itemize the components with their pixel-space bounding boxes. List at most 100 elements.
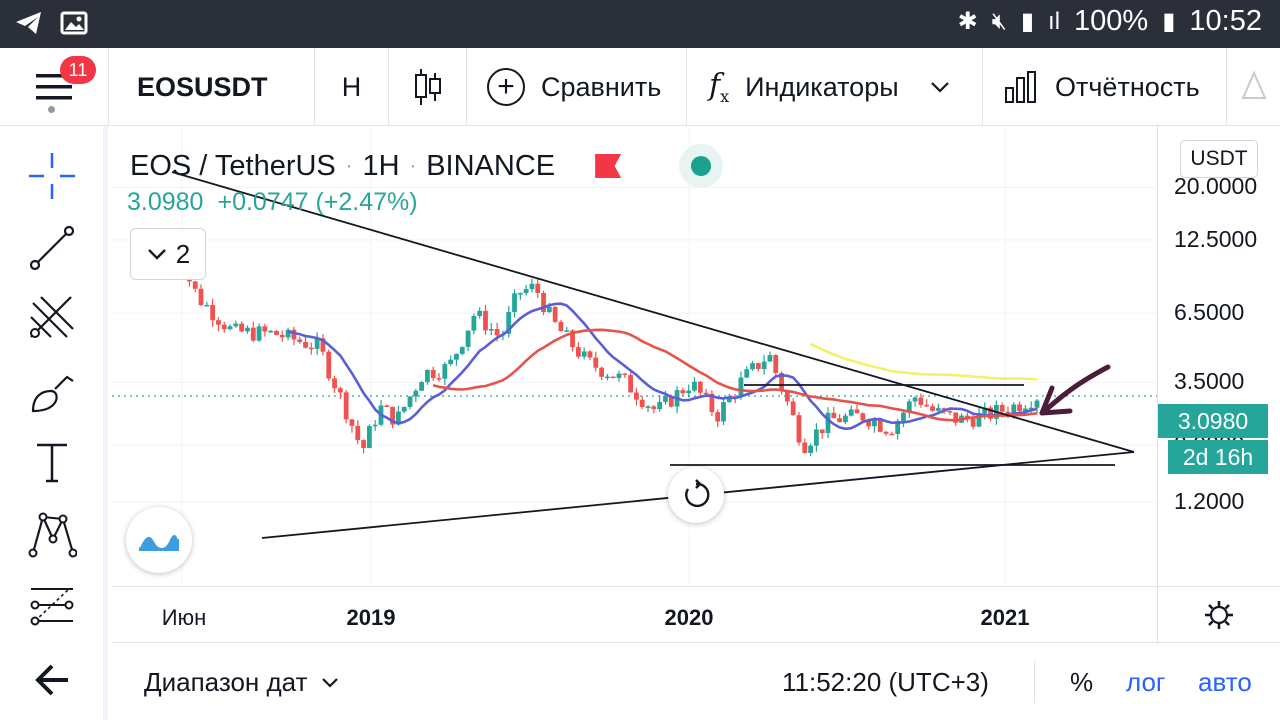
chart-type-button[interactable]	[388, 48, 466, 126]
candle-body	[570, 330, 575, 348]
candle-body	[982, 407, 988, 414]
legend-interval: 1H	[362, 149, 400, 182]
price-chart[interactable]	[112, 126, 1157, 586]
text-icon	[37, 443, 67, 483]
crosshair-tool-button[interactable]	[20, 144, 84, 208]
collapsed-indicators-count: 2	[175, 238, 191, 269]
candle-body	[541, 293, 546, 313]
market-status-indicator[interactable]	[679, 144, 724, 188]
text-tool-button[interactable]	[20, 430, 84, 494]
candle-body	[877, 420, 883, 432]
percent-scale-button[interactable]: %	[1070, 667, 1094, 697]
candle-body	[976, 413, 982, 427]
chart-settings-button[interactable]	[1157, 586, 1280, 642]
candle-body	[767, 355, 773, 362]
price-scale-label: 1.2000	[1174, 488, 1245, 515]
price-scale-label: 12.5000	[1174, 225, 1258, 252]
candle-body	[337, 388, 343, 393]
compare-button[interactable]: + Сравнить	[466, 48, 686, 126]
candle-body	[419, 382, 425, 391]
pitchfork-tool-button[interactable]	[20, 286, 84, 350]
candle-body	[837, 418, 843, 423]
candle-body	[790, 401, 796, 416]
reports-button[interactable]: Отчётность	[982, 48, 1226, 126]
candle-body	[308, 347, 314, 350]
candle-body	[912, 397, 918, 402]
currency-button[interactable]: USDT	[1180, 140, 1258, 178]
candle-body	[384, 405, 390, 407]
indicators-button[interactable]: fx Индикаторы	[686, 48, 982, 126]
tradingview-logo[interactable]	[126, 507, 192, 573]
price-scale[interactable]: USDT 20.000012.50006.50003.50002.00001.2…	[1157, 126, 1280, 586]
indicators-label: Индикаторы	[745, 71, 899, 102]
battery-icon: ▮	[1162, 8, 1176, 35]
auto-scale-button[interactable]: авто	[1198, 667, 1252, 697]
back-button[interactable]	[20, 648, 84, 712]
candle-body	[628, 375, 634, 393]
candle-body	[802, 442, 808, 453]
candle-body	[448, 359, 454, 365]
candle-body	[332, 378, 337, 389]
alert-icon	[1240, 70, 1267, 99]
chart-legend[interactable]: EOS / TetherUS · 1H · BINANCE	[130, 144, 724, 188]
candle-body	[610, 376, 616, 379]
flag-icon[interactable]	[595, 154, 622, 178]
candle-body	[285, 329, 291, 338]
prediction-tool-button[interactable]	[20, 574, 84, 638]
candle-body	[390, 406, 396, 425]
candle-body	[715, 412, 721, 422]
brush-tool-button[interactable]	[20, 360, 84, 424]
candle-body	[396, 411, 401, 425]
candle-body	[750, 363, 755, 370]
symbol-search-button[interactable]: EOSUSDT	[108, 48, 314, 126]
candle-body	[1011, 404, 1017, 415]
time-scale[interactable]: Июн 2019 2020 2021	[112, 586, 1157, 642]
candle-body	[221, 324, 227, 330]
interval-button[interactable]: H	[314, 48, 388, 126]
log-scale-button[interactable]: лог	[1126, 667, 1166, 697]
crosshair-icon	[29, 153, 75, 199]
price-scale-label: 3.5000	[1174, 368, 1245, 395]
candle-body	[843, 415, 848, 423]
trend-line-tool-button[interactable]	[20, 216, 84, 280]
candle-body	[512, 293, 517, 313]
date-range-button[interactable]: Диапазон дат	[144, 667, 339, 698]
candle-body	[639, 399, 645, 407]
gear-icon	[1205, 600, 1233, 629]
annotation-arrow	[1039, 364, 1111, 416]
pattern-tool-button[interactable]	[20, 502, 84, 566]
timezone-clock-button[interactable]: 11:52:20 (UTC+3)	[782, 667, 989, 697]
candle-body	[546, 307, 552, 313]
chevron-down-icon	[147, 249, 166, 260]
candle-body	[268, 330, 274, 333]
candle-body	[256, 326, 262, 341]
candle-body	[192, 281, 198, 289]
chart-pane[interactable]	[112, 126, 1157, 586]
candle-body	[848, 409, 854, 416]
triangle-upper-trend-line	[171, 171, 1135, 453]
candle-body	[1017, 404, 1022, 412]
chevron-down-icon	[322, 677, 339, 688]
reset-chart-button[interactable]	[668, 467, 724, 523]
pitchfork-icon	[30, 296, 74, 338]
candle-body	[970, 418, 976, 427]
trend-line-icon	[29, 225, 75, 271]
candle-body	[686, 390, 692, 394]
notification-badge: 11	[60, 56, 96, 84]
candle-body	[250, 327, 256, 341]
candle-body	[668, 396, 674, 407]
divider	[1034, 661, 1035, 703]
candle-body	[831, 412, 837, 419]
bottom-bar: Диапазон дат 11:52:20 (UTC+3) % лог авто	[112, 642, 1280, 720]
candle-body	[535, 283, 541, 294]
date-range-label: Диапазон дат	[144, 667, 308, 697]
drawing-toolbar	[0, 126, 108, 720]
candle-body	[564, 330, 570, 332]
more-tools-button[interactable]	[1226, 48, 1280, 126]
status-bar: ✱ 🔇︎ ▮ ıl 100% ▮ 10:52	[0, 0, 1280, 48]
candle-body	[204, 304, 210, 307]
candle-body	[314, 338, 320, 349]
menu-button[interactable]: 11	[0, 48, 108, 126]
indicators-collapse-button[interactable]: 2	[130, 228, 206, 280]
annotation-arrow-head	[1039, 385, 1073, 416]
